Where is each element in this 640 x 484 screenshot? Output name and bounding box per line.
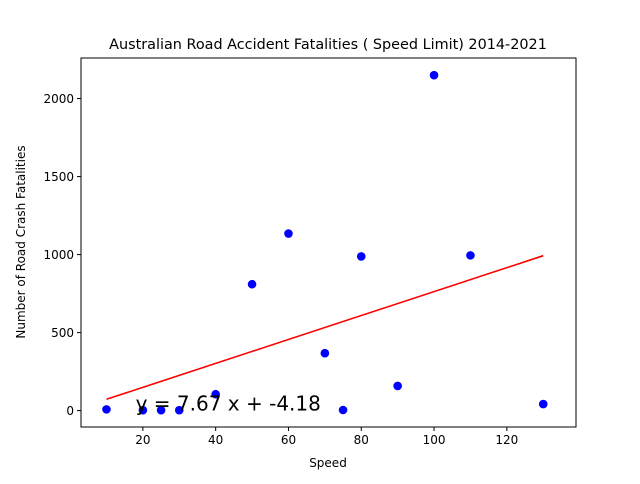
- chart-title: Australian Road Accident Fatalities ( Sp…: [109, 37, 547, 53]
- data-point: [538, 399, 548, 409]
- x-axis-label: Speed: [309, 456, 347, 470]
- x-tick-label: 60: [281, 433, 296, 447]
- data-point: [393, 381, 402, 391]
- y-tick-label: 1500: [43, 170, 74, 184]
- x-tick-label: 20: [135, 433, 150, 447]
- regression-equation: y = 7.67 x + -4.18: [136, 392, 321, 416]
- data-point: [284, 229, 293, 238]
- x-tick-label: 40: [208, 433, 223, 447]
- x-tick-label: 80: [354, 433, 369, 447]
- data-point: [102, 405, 111, 414]
- data-point: [356, 252, 366, 261]
- data-point: [338, 405, 348, 415]
- y-tick-label: 2000: [43, 92, 74, 106]
- y-tick-label: 500: [51, 326, 74, 340]
- x-tick-label: 100: [423, 433, 446, 447]
- data-point: [174, 405, 184, 415]
- y-axis-label: Number of Road Crash Fatalities: [14, 145, 28, 338]
- y-tick-label: 1000: [43, 248, 74, 262]
- plot-frame: [80, 57, 577, 428]
- axes-layer: 20 40 60 80 100 120 0 500 1000 1500 2000: [43, 57, 577, 447]
- data-point: [156, 405, 166, 415]
- x-tick-label: 120: [495, 433, 518, 447]
- plot-layer: y = 7.67 x + -4.18: [102, 70, 548, 416]
- data-point: [138, 405, 148, 415]
- y-tick-label: 0: [66, 404, 74, 418]
- data-point: [429, 70, 439, 80]
- data-point: [247, 279, 257, 289]
- data-point: [320, 348, 330, 358]
- data-point: [211, 389, 220, 399]
- regression-line: [106, 254, 544, 401]
- data-point: [466, 251, 475, 260]
